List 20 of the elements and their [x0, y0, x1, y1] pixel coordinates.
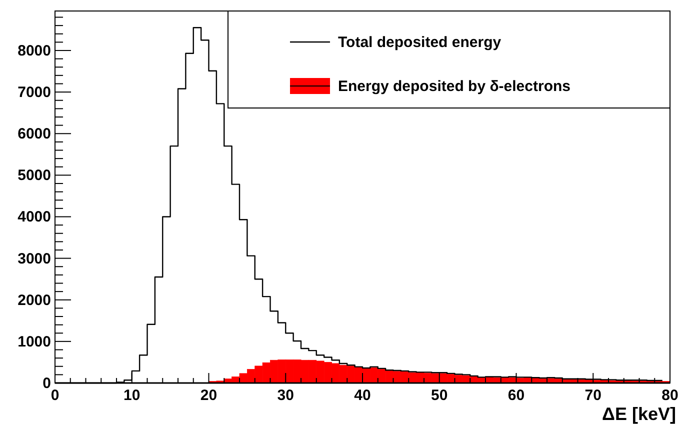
y-tick-label: 8000: [18, 42, 51, 60]
y-tick-label: 5000: [18, 167, 51, 184]
legend-label: Total deposited energy: [338, 34, 502, 51]
y-tick-label: 0: [42, 375, 51, 392]
x-tick-label: 10: [124, 387, 140, 404]
x-tick-label: 50: [431, 387, 448, 404]
y-tick-label: 7000: [18, 84, 51, 102]
x-tick-label: 30: [277, 387, 294, 404]
x-tick-label: 40: [354, 387, 371, 404]
y-tick-label: 4000: [18, 208, 51, 226]
x-axis-title: ΔE [keV]: [602, 404, 676, 424]
x-tick-label: 20: [200, 387, 218, 404]
x-tick-label: 80: [662, 387, 678, 404]
y-tick-label: 6000: [18, 126, 51, 143]
legend-label: Energy deposited by δ-electrons: [338, 78, 570, 95]
y-tick-label: 3000: [18, 250, 51, 268]
y-tick-label: 2000: [18, 292, 51, 309]
x-tick-label: 60: [508, 387, 525, 404]
y-tick-label: 1000: [18, 333, 51, 350]
x-tick-label: 70: [584, 387, 602, 404]
